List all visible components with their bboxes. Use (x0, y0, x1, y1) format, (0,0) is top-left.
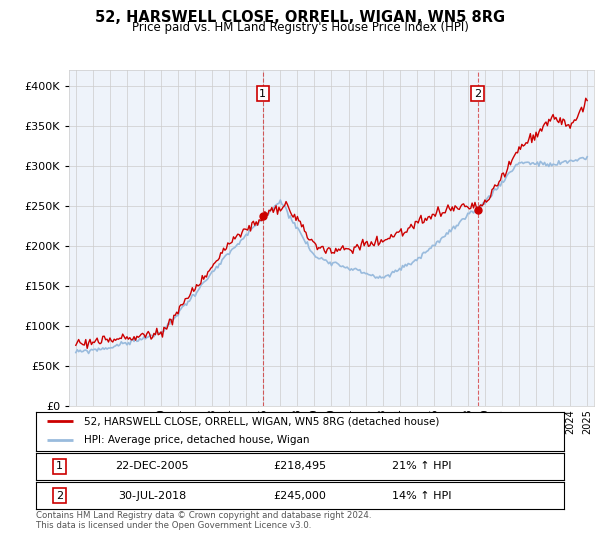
Text: 21% ↑ HPI: 21% ↑ HPI (392, 461, 451, 472)
Text: Contains HM Land Registry data © Crown copyright and database right 2024.
This d: Contains HM Land Registry data © Crown c… (36, 511, 371, 530)
Text: Price paid vs. HM Land Registry's House Price Index (HPI): Price paid vs. HM Land Registry's House … (131, 21, 469, 34)
Text: 52, HARSWELL CLOSE, ORRELL, WIGAN, WN5 8RG: 52, HARSWELL CLOSE, ORRELL, WIGAN, WN5 8… (95, 10, 505, 25)
Text: 52, HARSWELL CLOSE, ORRELL, WIGAN, WN5 8RG (detached house): 52, HARSWELL CLOSE, ORRELL, WIGAN, WN5 8… (83, 417, 439, 426)
Text: £218,495: £218,495 (274, 461, 326, 472)
Text: 14% ↑ HPI: 14% ↑ HPI (392, 491, 451, 501)
Text: 22-DEC-2005: 22-DEC-2005 (115, 461, 189, 472)
Text: HPI: Average price, detached house, Wigan: HPI: Average price, detached house, Wiga… (83, 435, 309, 445)
Text: 2: 2 (56, 491, 64, 501)
Text: 30-JUL-2018: 30-JUL-2018 (118, 491, 186, 501)
Text: 1: 1 (56, 461, 63, 472)
Text: 1: 1 (259, 88, 266, 99)
Text: 2: 2 (474, 88, 481, 99)
Text: £245,000: £245,000 (274, 491, 326, 501)
